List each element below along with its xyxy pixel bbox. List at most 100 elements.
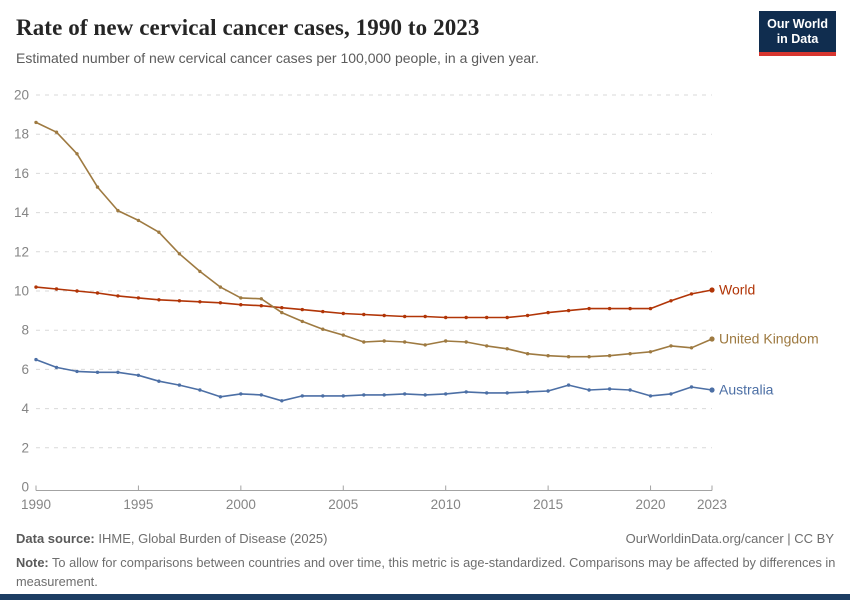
data-point: [444, 315, 448, 320]
y-tick-label-2: 2: [21, 440, 29, 455]
note-label: Note:: [16, 555, 49, 570]
series-label-australia[interactable]: Australia: [719, 381, 774, 397]
data-point: [218, 395, 223, 399]
owid-logo[interactable]: Our World in Data: [759, 11, 836, 56]
x-tick-label-2015: 2015: [533, 497, 563, 512]
data-point: [34, 120, 38, 125]
data-point: [648, 394, 653, 398]
data-point: [669, 344, 673, 348]
data-point: [669, 299, 673, 303]
data-point: [362, 393, 366, 397]
data-point: [444, 392, 448, 396]
line-chart: 0 2 4 6 8 10 12 14 16 18 20 1990 1995 2000 2005 2010 201…: [14, 88, 819, 513]
data-point: [341, 394, 345, 398]
data-point: [198, 388, 202, 392]
data-point: [280, 310, 284, 315]
data-point: [525, 352, 530, 356]
data-point: [607, 306, 612, 311]
data-point: [546, 389, 550, 393]
data-point: [54, 365, 59, 370]
data-point: [505, 315, 509, 320]
data-point: [321, 309, 325, 314]
data-point: [198, 269, 202, 274]
data-point: [362, 312, 366, 317]
data-point: [546, 354, 550, 358]
data-point: [566, 355, 571, 359]
chart-header: Rate of new cervical cancer cases, 1990 …: [16, 15, 750, 66]
y-tick-label-16: 16: [14, 166, 29, 181]
data-point: [607, 387, 612, 391]
owid-logo-line1: Our World: [767, 17, 828, 31]
data-point: [300, 394, 304, 398]
data-point: [280, 306, 284, 310]
data-point: [177, 252, 182, 256]
data-point: [525, 390, 530, 394]
owid-license-link[interactable]: OurWorldinData.org/cancer | CC BY: [625, 531, 834, 546]
chart-footer: Data source: IHME, Global Burden of Dise…: [16, 531, 834, 546]
data-point: [136, 373, 141, 377]
data-point: [485, 391, 489, 395]
data-point: [566, 383, 571, 387]
page-subtitle: Estimated number of new cervical cancer …: [16, 50, 539, 66]
data-source-label: Data source:: [16, 531, 95, 546]
series-label-united-kingdom[interactable]: United Kingdom: [719, 331, 819, 347]
data-point: [75, 289, 79, 293]
data-point: [485, 344, 489, 348]
data-point: [587, 306, 591, 311]
data-point: [34, 357, 38, 362]
data-point: [423, 393, 427, 397]
series-united-kingdom[interactable]: United Kingdom: [34, 120, 819, 359]
data-point: [239, 296, 243, 300]
data-source: Data source: IHME, Global Burden of Dise…: [16, 531, 327, 546]
data-point: [525, 313, 530, 318]
x-tick-label-1990: 1990: [21, 497, 51, 512]
data-point: [505, 347, 509, 351]
data-point: [403, 392, 407, 396]
data-point: [136, 296, 141, 300]
data-point: [566, 308, 571, 313]
data-point: [198, 300, 202, 304]
data-point: [669, 392, 673, 396]
data-point: [382, 393, 386, 397]
data-point: [321, 394, 325, 398]
x-axis: 1990 1995 2000 2005 2010 2015 2020 2023: [21, 485, 727, 512]
data-point: [54, 130, 59, 134]
data-point: [239, 392, 243, 396]
data-point: [75, 369, 79, 374]
series-label-world[interactable]: World: [719, 282, 755, 298]
x-tick-label-2005: 2005: [328, 497, 358, 512]
bottom-accent-bar: [0, 594, 850, 600]
data-point: [628, 388, 632, 392]
data-point: [464, 315, 468, 320]
data-point: [259, 304, 263, 308]
series-world[interactable]: World: [34, 282, 755, 320]
data-point: [95, 291, 100, 295]
x-tick-label-2000: 2000: [226, 497, 256, 512]
data-point: [239, 303, 243, 307]
data-point: [689, 292, 694, 296]
data-point: [54, 287, 59, 291]
series-line-world: [35, 286, 713, 319]
data-point: [341, 333, 345, 337]
x-tick-label-2023: 2023: [697, 497, 727, 512]
data-point: [648, 306, 653, 311]
x-tick-label-1995: 1995: [123, 497, 153, 512]
y-tick-label-0: 0: [21, 480, 29, 495]
data-point: [709, 387, 715, 393]
y-axis-labels: 0 2 4 6 8 10 12 14 16 18 20: [14, 88, 30, 495]
data-point: [177, 299, 182, 303]
data-point: [259, 297, 263, 301]
data-point: [587, 388, 591, 392]
series-line-australia: [35, 358, 713, 402]
series-australia[interactable]: Australia: [34, 357, 774, 403]
data-point: [95, 370, 100, 374]
data-source-value: IHME, Global Burden of Disease (2025): [94, 531, 328, 546]
data-point: [116, 208, 120, 213]
data-point: [362, 340, 366, 344]
data-point: [709, 287, 715, 293]
y-tick-label-14: 14: [14, 205, 30, 220]
data-point: [403, 340, 407, 344]
y-tick-label-20: 20: [14, 88, 29, 103]
data-point: [34, 285, 38, 289]
data-point: [423, 314, 427, 319]
